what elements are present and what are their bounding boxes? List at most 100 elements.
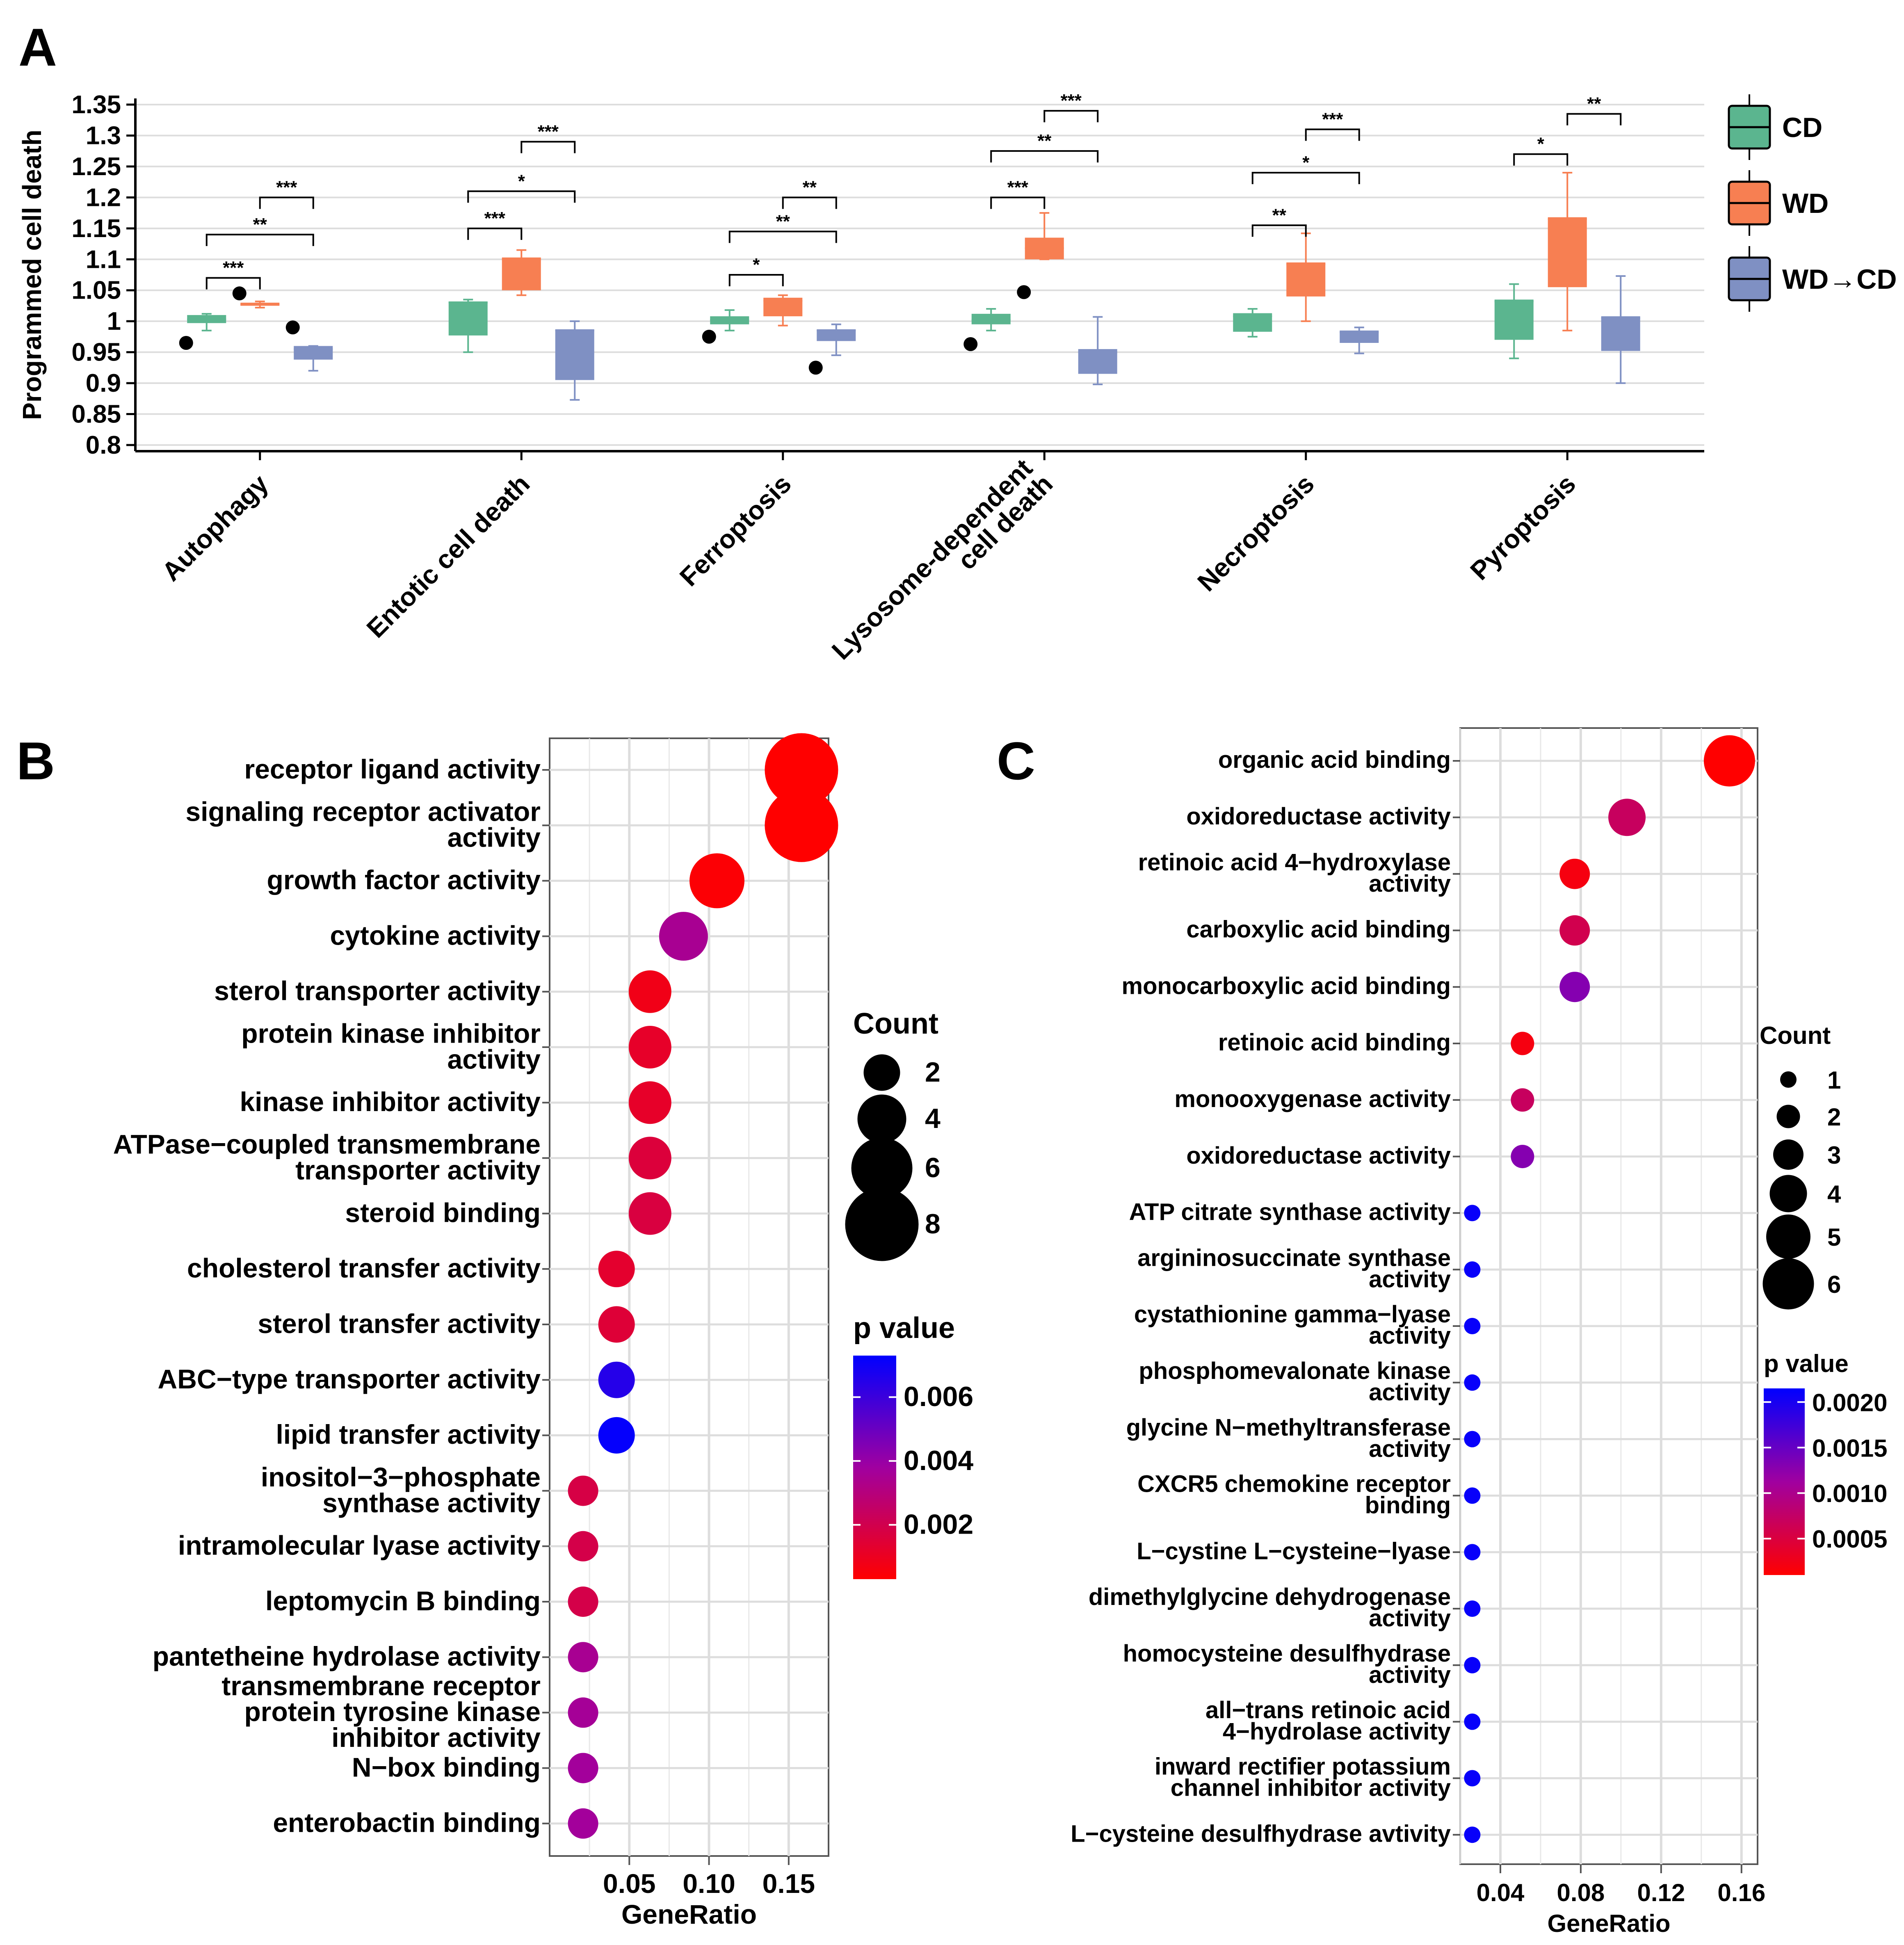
- significance-label: *: [753, 255, 760, 275]
- outlier-point: [1017, 285, 1031, 299]
- significance-bracket: [467, 227, 523, 240]
- colorbar-label: 0.002: [904, 1509, 973, 1540]
- y-tick-label: 1.05: [71, 276, 121, 305]
- term-label: enterobactin binding: [273, 1808, 541, 1838]
- significance-bracket: [990, 150, 1099, 163]
- term-dot: [1464, 1318, 1481, 1334]
- size-legend-dot: [1776, 1105, 1800, 1128]
- size-legend-dot: [1766, 1214, 1810, 1259]
- significance-label: ***: [1322, 109, 1343, 129]
- box-cd: [971, 314, 1011, 324]
- size-legend-dot: [1762, 1258, 1814, 1310]
- p-value-colorbar: [853, 1356, 896, 1579]
- size-legend-label: 1: [1827, 1066, 1841, 1094]
- panel-label-c: C: [997, 731, 1035, 791]
- term-label: activity: [1369, 870, 1451, 897]
- term-label: retinoic acid binding: [1218, 1029, 1451, 1056]
- term-dot: [628, 1026, 671, 1068]
- term-label: L−cysteine desulfhydrase avtivity: [1071, 1820, 1451, 1847]
- x-tick-label: 0.08: [1557, 1879, 1605, 1906]
- panel-label-a: A: [18, 17, 57, 77]
- term-label: all−trans retinoic acid: [1205, 1697, 1451, 1724]
- term-dot: [1464, 1544, 1481, 1561]
- term-dot: [568, 1753, 598, 1783]
- box-wd: [502, 257, 541, 290]
- term-dot: [628, 1137, 671, 1180]
- x-tick-label: Entotic cell death: [361, 469, 536, 644]
- term-dot: [1464, 1770, 1481, 1787]
- term-label: activity: [1369, 1322, 1451, 1349]
- size-legend-title: Count: [1760, 1022, 1831, 1049]
- term-label: binding: [1365, 1492, 1451, 1519]
- size-legend-dot: [1773, 1139, 1804, 1170]
- term-label: retinoic acid 4−hydroxylase: [1138, 849, 1451, 876]
- term-label: transmembrane receptor: [221, 1671, 541, 1701]
- term-dot: [1464, 1826, 1481, 1843]
- colorbar-label: 0.0015: [1812, 1434, 1888, 1462]
- term-dot: [598, 1251, 635, 1288]
- term-label: kinase inhibitor activity: [240, 1087, 541, 1117]
- outlier-point: [285, 320, 300, 335]
- significance-bracket: [205, 233, 314, 246]
- term-dot: [1464, 1205, 1481, 1221]
- colorbar-label: 0.0005: [1812, 1525, 1888, 1553]
- size-legend-label: 5: [1827, 1224, 1841, 1251]
- term-dot: [659, 912, 708, 961]
- term-dot: [1608, 799, 1646, 836]
- term-label: ABC−type transporter activity: [158, 1364, 541, 1394]
- term-dot: [568, 1808, 598, 1839]
- size-legend-label: 4: [1827, 1180, 1841, 1208]
- term-dot: [628, 1192, 671, 1235]
- box-wd_cd: [294, 346, 333, 360]
- size-legend-label: 2: [1827, 1103, 1841, 1131]
- term-label: dimethylglycine dehydrogenase: [1089, 1584, 1451, 1610]
- x-tick-label-group: Entotic cell death: [361, 469, 536, 644]
- term-label: protein kinase inhibitor: [241, 1018, 541, 1048]
- box-wd: [1286, 262, 1326, 297]
- term-label: intramolecular lyase activity: [178, 1530, 541, 1561]
- significance-bracket: [1305, 128, 1360, 141]
- size-legend-dot: [1780, 1071, 1797, 1088]
- size-legend-label: 4: [925, 1103, 941, 1134]
- x-axis-title: GeneRatio: [1547, 1910, 1670, 1937]
- panel-label-b: B: [16, 731, 55, 791]
- size-legend-dot: [857, 1094, 906, 1144]
- term-label: ATPase−coupled transmembrane: [113, 1129, 541, 1160]
- outlier-point: [702, 329, 716, 344]
- significance-label: **: [1587, 94, 1601, 114]
- outlier-point: [963, 337, 978, 352]
- y-tick-label: 1.3: [86, 121, 121, 150]
- y-tick-label: 1.25: [71, 153, 121, 181]
- term-label: inositol−3−phosphate: [261, 1462, 541, 1492]
- significance-label: **: [253, 215, 267, 235]
- y-axis-title: Programmed cell death: [17, 130, 47, 420]
- size-legend-title: Count: [853, 1007, 938, 1040]
- y-tick-label: 1.1: [86, 245, 121, 274]
- term-label: growth factor activity: [267, 865, 541, 895]
- y-tick-label: 0.8: [86, 431, 121, 459]
- term-label: cytokine activity: [330, 920, 541, 950]
- term-dot: [1464, 1657, 1481, 1673]
- term-dot: [568, 1642, 598, 1673]
- term-label: organic acid binding: [1218, 746, 1451, 773]
- term-label: channel inhibitor activity: [1171, 1775, 1451, 1801]
- legend-label: WD: [1782, 188, 1829, 219]
- term-label: monooxygenase activity: [1174, 1086, 1451, 1112]
- significance-label: ***: [223, 258, 244, 278]
- term-dot: [1464, 1600, 1481, 1617]
- term-label: leptomycin B binding: [265, 1586, 541, 1616]
- size-legend-label: 6: [1827, 1271, 1841, 1298]
- plot-frame: [1459, 727, 1758, 1865]
- significance-label: *: [518, 171, 525, 191]
- p-value-colorbar: [1764, 1388, 1805, 1575]
- x-axis-title: GeneRatio: [621, 1899, 757, 1929]
- significance-bracket: [990, 196, 1046, 209]
- term-label: 4−hydrolase activity: [1223, 1718, 1451, 1745]
- colorbar-label: 0.0020: [1812, 1389, 1888, 1416]
- size-legend-label: 8: [925, 1208, 941, 1240]
- term-label: L−cystine L−cysteine−lyase: [1137, 1538, 1451, 1564]
- term-dot: [568, 1587, 598, 1617]
